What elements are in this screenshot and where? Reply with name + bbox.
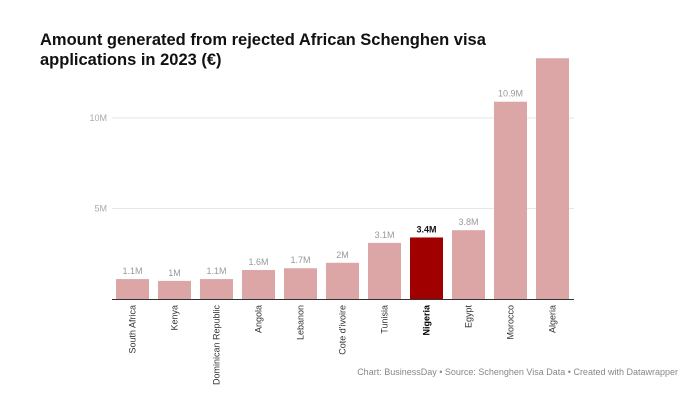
bar-egypt	[452, 230, 485, 299]
x-tick-label: Nigeria	[422, 304, 432, 336]
x-tick-label: Morocco	[506, 305, 516, 340]
bar-algeria	[536, 58, 569, 299]
x-tick-label: Dominican Republic	[212, 305, 222, 386]
chart-title: Amount generated from rejected African S…	[40, 31, 486, 69]
value-label: 1.1M	[206, 266, 226, 276]
chart-footer: Chart: BusinessDay • Source: Schenghen V…	[357, 367, 678, 377]
bar-south-africa	[116, 279, 149, 299]
y-tick-label: 5M	[94, 204, 107, 214]
value-label: 10.9M	[498, 89, 523, 99]
x-tick-label: Kenya	[170, 305, 180, 331]
x-tick-label: Lebanon	[296, 305, 306, 340]
y-tick-label: 10M	[89, 113, 107, 123]
bar-tunisia	[368, 242, 401, 299]
value-label: 1.1M	[122, 266, 142, 276]
bar-dominican-republic	[200, 279, 233, 299]
value-label: 3.1M	[374, 230, 394, 240]
x-tick-label: Cote d'ivoire	[338, 305, 348, 355]
value-label: 3.4M	[416, 224, 436, 234]
x-tick-label: South Africa	[128, 305, 138, 354]
value-label: 1.7M	[290, 255, 310, 265]
value-label: 1.6M	[248, 257, 268, 267]
value-label: 1M	[168, 268, 181, 278]
bar-cote-d-ivoire	[326, 262, 359, 299]
bar-lebanon	[284, 268, 317, 299]
bar-nigeria	[410, 237, 443, 299]
bar-angola	[242, 270, 275, 299]
x-tick-label: Algeria	[548, 305, 558, 333]
x-tick-label: Tunisia	[380, 305, 390, 334]
x-tick-label: Egypt	[464, 305, 474, 329]
value-label: 3.8M	[458, 217, 478, 227]
bar-morocco	[494, 101, 527, 300]
bar-kenya	[158, 280, 191, 299]
x-tick-label: Angola	[254, 305, 264, 333]
value-label: 2M	[336, 250, 349, 260]
